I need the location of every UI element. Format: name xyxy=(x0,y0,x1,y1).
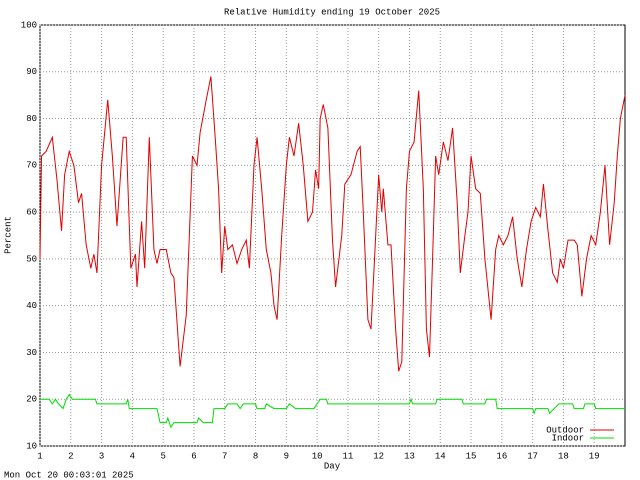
y-tick-label: 80 xyxy=(26,114,37,124)
y-tick-label: 10 xyxy=(26,441,37,451)
x-tick-label: 17 xyxy=(527,451,538,461)
x-tick-label: 19 xyxy=(589,451,600,461)
x-tick-label: 2 xyxy=(68,451,73,461)
x-tick-label: 7 xyxy=(222,451,227,461)
y-tick-label: 30 xyxy=(26,348,37,358)
y-tick-label: 70 xyxy=(26,161,37,171)
y-tick-label: 60 xyxy=(26,207,37,217)
x-tick-label: 5 xyxy=(160,451,165,461)
x-tick-label: 13 xyxy=(404,451,415,461)
x-tick-label: 4 xyxy=(130,451,135,461)
y-tick-label: 40 xyxy=(26,301,37,311)
data-line xyxy=(40,393,625,429)
x-tick-label: 18 xyxy=(558,451,569,461)
legend-label: Outdoor xyxy=(546,425,584,435)
x-tick-label: 8 xyxy=(253,451,258,461)
x-tick-label: 6 xyxy=(191,451,196,461)
chart-title: Relative Humidity ending 19 October 2025 xyxy=(224,7,440,17)
y-tick-label: 90 xyxy=(26,67,37,77)
x-tick-label: 9 xyxy=(284,451,289,461)
x-tick-label: 1 xyxy=(37,451,42,461)
y-tick-label: 50 xyxy=(26,254,37,264)
timestamp: Mon Oct 20 00:03:01 2025 xyxy=(4,470,134,480)
x-tick-label: 12 xyxy=(373,451,384,461)
data-line xyxy=(39,76,626,372)
legend-label: Indoor xyxy=(552,433,584,443)
x-tick-label: 14 xyxy=(435,451,446,461)
x-tick-label: 16 xyxy=(496,451,507,461)
y-tick-label: 100 xyxy=(21,20,37,30)
x-tick-label: 3 xyxy=(99,451,104,461)
x-tick-label: 10 xyxy=(312,451,323,461)
y-axis-label: Percent xyxy=(3,216,13,254)
x-axis-label: Day xyxy=(324,461,341,471)
x-tick-label: 15 xyxy=(466,451,477,461)
x-tick-label: 11 xyxy=(342,451,353,461)
y-tick-label: 20 xyxy=(26,395,37,405)
